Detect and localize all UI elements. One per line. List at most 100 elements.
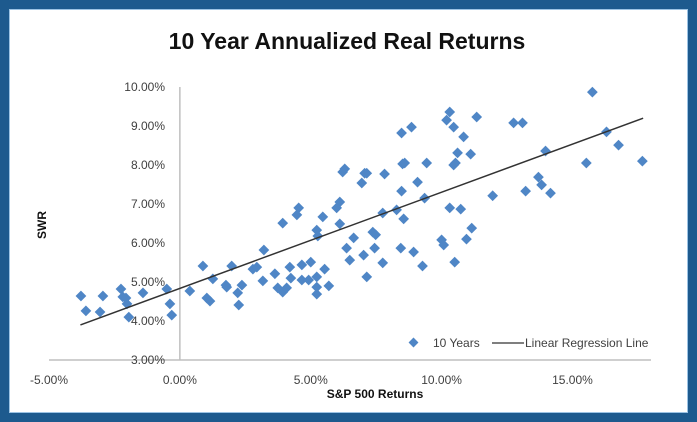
- data-point: [399, 157, 411, 169]
- data-point: [545, 187, 556, 199]
- data-point: [251, 261, 263, 273]
- data-point: [236, 279, 248, 291]
- y-axis-label: SWR: [35, 211, 49, 239]
- data-point: [197, 260, 209, 272]
- data-point: [341, 242, 352, 254]
- data-point: [281, 282, 293, 294]
- regression-line-group: [80, 117, 644, 326]
- data-point: [331, 202, 343, 214]
- y-tick-label: 7.00%: [131, 197, 165, 211]
- y-tick-label: 10.00%: [124, 80, 165, 94]
- data-point: [303, 274, 315, 286]
- data-point: [452, 147, 463, 159]
- data-point: [379, 168, 390, 180]
- data-point: [311, 271, 323, 283]
- data-point: [344, 254, 356, 266]
- data-point: [356, 177, 368, 189]
- legend-label-regression: Linear Regression Line: [525, 336, 649, 350]
- x-axis-label: S&P 500 Returns: [327, 387, 424, 401]
- data-point: [361, 167, 373, 179]
- data-point: [311, 281, 323, 293]
- regression-line: [80, 117, 644, 326]
- data-point: [517, 117, 528, 129]
- axes: -5.00% 0.00% 5.00% 10.00% 15.00% 3.00% 4.00% 5.…: [30, 80, 651, 387]
- data-point: [311, 288, 323, 300]
- data-point: [361, 271, 373, 283]
- data-point: [204, 295, 216, 307]
- data-point: [461, 233, 472, 245]
- data-point: [487, 190, 499, 202]
- data-point: [465, 148, 477, 160]
- data-point: [285, 272, 297, 284]
- data-point: [317, 211, 329, 223]
- x-tick-label: 0.00%: [163, 373, 197, 387]
- data-point: [536, 179, 547, 191]
- legend-diamond-icon: [408, 337, 419, 348]
- data-point: [257, 275, 269, 287]
- data-point: [398, 213, 410, 225]
- x-tick-label: 10.00%: [421, 373, 462, 387]
- data-point: [377, 207, 389, 219]
- data-point: [334, 218, 346, 230]
- data-point: [184, 285, 196, 297]
- y-tick-label: 6.00%: [131, 236, 165, 250]
- data-point: [269, 268, 281, 280]
- data-point: [395, 242, 407, 254]
- x-tick-label: 5.00%: [294, 373, 328, 387]
- data-point: [412, 176, 423, 188]
- data-point: [458, 131, 469, 143]
- data-point: [396, 185, 407, 197]
- data-point: [284, 261, 296, 273]
- data-point: [466, 222, 478, 234]
- data-point: [305, 256, 317, 268]
- data-point: [441, 114, 452, 126]
- data-point: [296, 259, 308, 271]
- data-point: [444, 202, 456, 214]
- y-tick-label: 9.00%: [131, 119, 165, 133]
- y-tick-label: 5.00%: [131, 275, 165, 289]
- data-point: [323, 280, 335, 292]
- data-point: [75, 290, 87, 302]
- data-point: [137, 287, 149, 299]
- data-point: [369, 242, 380, 254]
- data-point: [296, 274, 308, 286]
- data-point: [449, 256, 461, 268]
- data-point: [586, 86, 598, 98]
- data-point: [396, 127, 407, 139]
- data-point: [207, 273, 219, 285]
- y-tick-label: 4.00%: [131, 314, 165, 328]
- data-point: [533, 171, 544, 183]
- data-point: [358, 249, 369, 261]
- y-tick-label: 8.00%: [131, 158, 165, 172]
- data-point: [80, 305, 92, 317]
- data-point: [319, 263, 330, 275]
- data-point: [123, 311, 135, 323]
- data-point: [421, 157, 433, 169]
- data-point: [406, 121, 417, 133]
- x-tick-label: -5.00%: [30, 373, 68, 387]
- data-point: [221, 281, 233, 293]
- data-point: [370, 229, 382, 241]
- data-point: [450, 157, 461, 169]
- chart-area: [9, 9, 688, 413]
- data-point: [417, 260, 428, 272]
- legend-label-10-years: 10 Years: [433, 336, 480, 350]
- data-point: [636, 155, 648, 167]
- data-point: [613, 139, 624, 151]
- data-point: [115, 283, 127, 295]
- data-point: [471, 111, 483, 123]
- data-point: [438, 239, 450, 251]
- data-point: [233, 299, 245, 311]
- data-point: [408, 246, 419, 258]
- y-tick-label: 3.00%: [131, 353, 165, 367]
- legend: 10 Years Linear Regression Line: [408, 336, 649, 350]
- data-point: [166, 309, 178, 321]
- data-point: [580, 157, 592, 169]
- data-point: [232, 287, 244, 299]
- data-point: [348, 232, 360, 244]
- data-point: [258, 244, 270, 256]
- chart-title: 10 Year Annualized Real Returns: [169, 28, 526, 54]
- data-point: [291, 209, 303, 221]
